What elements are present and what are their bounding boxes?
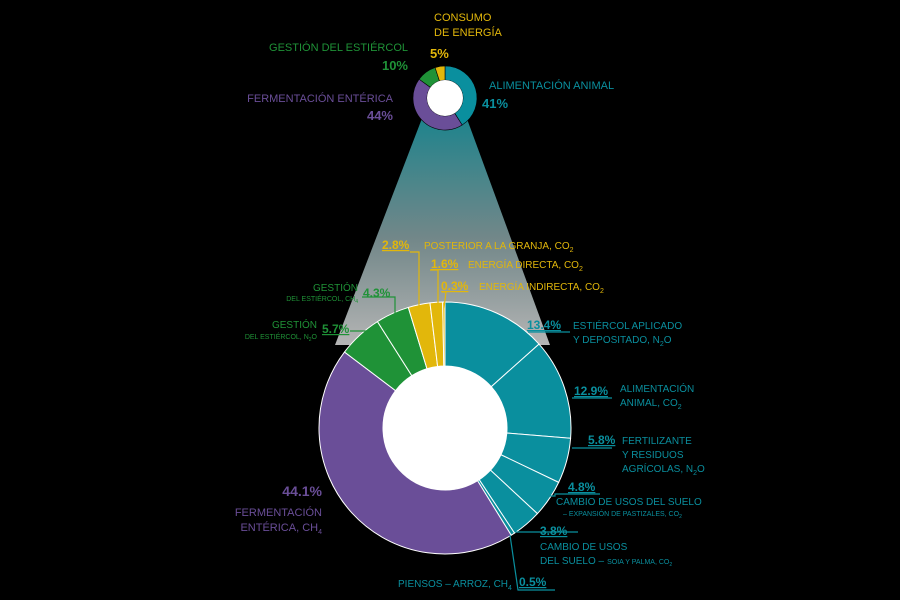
posterior-value: 2.8% bbox=[382, 238, 410, 252]
small-alimentacion-label: ALIMENTACIÓN ANIMAL bbox=[489, 79, 614, 92]
gestion-ch4-value: 4.3% bbox=[363, 286, 391, 300]
soja-label-1: CAMBIO DE USOS bbox=[540, 542, 628, 553]
soja-label-2: DEL SUELO – SOIA Y PALMA, CO2 bbox=[540, 556, 672, 568]
pastizales-label-2: – EXPANSIÓN DE PASTIZALES, CO2 bbox=[563, 509, 682, 520]
fermentacion-value: 44.1% bbox=[282, 483, 322, 499]
estiercol-label-2: Y DEPOSITADO, N2O bbox=[573, 335, 672, 348]
fertilizante-value: 5.8% bbox=[588, 433, 616, 447]
leader-arroz bbox=[509, 534, 555, 591]
soja-value: 3.8% bbox=[540, 524, 568, 538]
zoom-funnel bbox=[335, 108, 550, 345]
leader-energia-directa bbox=[430, 269, 439, 310]
estiercol-label-1: ESTIÉRCOL APLICADO bbox=[573, 319, 682, 332]
small-energia-label-2: DE ENERGÍA bbox=[434, 26, 503, 39]
alimentacion-value: 12.9% bbox=[574, 384, 608, 398]
pastizales-value: 4.8% bbox=[568, 480, 596, 494]
leader-posterior bbox=[410, 251, 420, 310]
alimentacion-label-2: ANIMAL, CO2 bbox=[620, 398, 682, 411]
small-estiercol-value: 10% bbox=[382, 58, 408, 73]
energia-indirecta-label: ENERGÍA INDIRECTA, CO2 bbox=[479, 280, 604, 295]
small-energia-value: 5% bbox=[430, 46, 449, 61]
small-fermentacion-value: 44% bbox=[367, 108, 393, 123]
fermentacion-label-1: FERMENTACIÓN bbox=[235, 506, 322, 519]
energia-directa-label: ENERGÍA DIRECTA, CO2 bbox=[468, 258, 583, 273]
small-energia-label-1: CONSUMO bbox=[434, 12, 492, 24]
leader-gestion-ch4 bbox=[362, 296, 396, 318]
gestion-ch4-label-2: DEL ESTIÉRCOL, CH4 bbox=[286, 294, 358, 305]
leader-pastizales bbox=[540, 493, 600, 497]
estiercol-value: 13.4% bbox=[527, 318, 561, 332]
donut-hole bbox=[383, 366, 507, 490]
gestion-n2o-label-2: DEL ESTIÉRCOL, N2O bbox=[245, 332, 318, 343]
fermentacion-label-2: ENTÉRICA, CH4 bbox=[240, 521, 322, 536]
energia-directa-value: 1.6% bbox=[431, 257, 459, 271]
small-donut-chart bbox=[412, 65, 478, 131]
pastizales-label-1: CAMBIO DE USOS DEL SUELO bbox=[556, 497, 702, 508]
posterior-label: POSTERIOR A LA GRANJA, CO2 bbox=[424, 241, 574, 254]
fertilizante-label-2: Y RESIDUOS bbox=[622, 450, 684, 461]
big-donut-chart bbox=[318, 301, 572, 555]
small-estiercol-label: GESTIÓN DEL ESTIÉRCOL bbox=[269, 41, 408, 54]
fertilizante-label-3: AGRÍCOLAS, N2O bbox=[622, 462, 705, 477]
gestion-n2o-value: 5.7% bbox=[322, 322, 350, 336]
small-fermentacion-label: FERMENTACIÓN ENTÉRICA bbox=[247, 92, 394, 105]
donut-hole bbox=[427, 80, 463, 116]
leader-energia-indirecta bbox=[442, 291, 447, 309]
small-alimentacion-value: 41% bbox=[482, 96, 508, 111]
fertilizante-label-1: FERTILIZANTE bbox=[622, 436, 692, 447]
leader-lines bbox=[350, 251, 612, 591]
arroz-label: PIENSOS – ARROZ, CH4 bbox=[398, 579, 512, 592]
alimentacion-label-1: ALIMENTACIÓN bbox=[620, 382, 694, 395]
gestion-n2o-label-1: GESTIÓN bbox=[272, 318, 317, 331]
gestion-ch4-label-1: GESTIÓN bbox=[313, 281, 358, 294]
arroz-value: 0.5% bbox=[519, 575, 547, 589]
energia-indirecta-value: 0.3% bbox=[441, 279, 469, 293]
